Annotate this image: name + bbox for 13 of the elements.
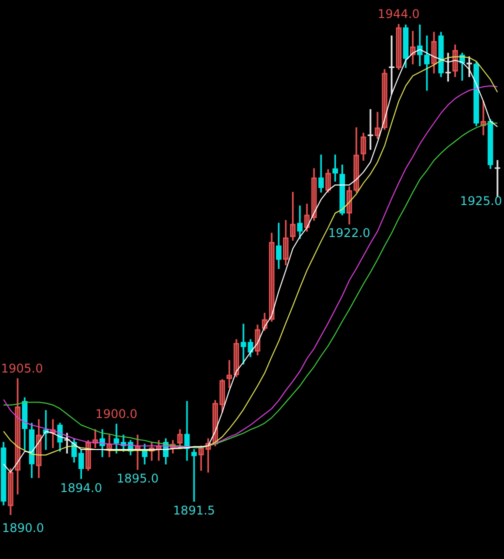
annotation: 1900.0 bbox=[95, 407, 138, 422]
annotation: 1925.0 bbox=[460, 194, 502, 208]
annotation: 1905.0 bbox=[0, 362, 43, 376]
annotation: 1895.0 bbox=[116, 472, 159, 486]
candlestick bbox=[184, 401, 190, 461]
candlestick bbox=[494, 160, 500, 198]
candlestick bbox=[191, 449, 197, 502]
text: 1890.0 bbox=[2, 521, 44, 536]
annotation: 1944.0 bbox=[378, 7, 420, 22]
candlestick bbox=[240, 324, 246, 364]
annotation: 1891.5 bbox=[173, 503, 216, 518]
annotation: 1894.0 bbox=[60, 480, 102, 495]
annotation: 1922.0 bbox=[328, 226, 370, 240]
